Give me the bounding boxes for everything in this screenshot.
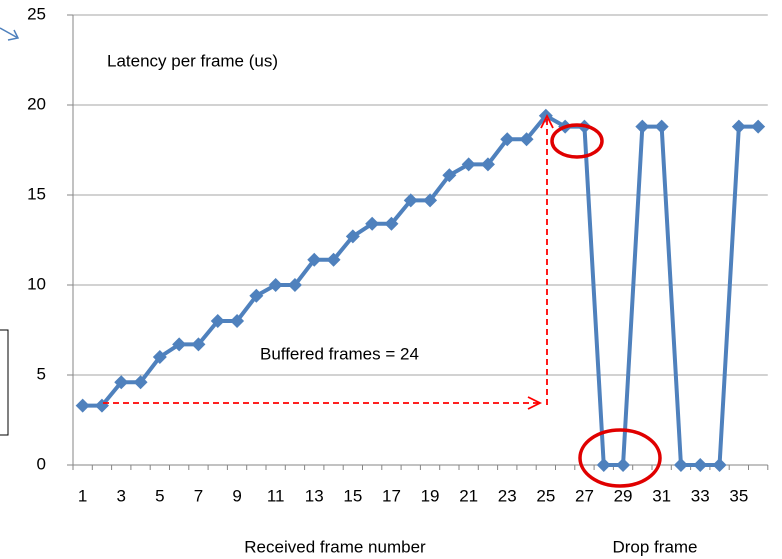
plot [75, 108, 766, 472]
y-tick-label: 20 [27, 94, 46, 113]
y-tick-label: 25 [27, 4, 46, 23]
x-tick-label: 31 [652, 486, 671, 505]
marker [249, 288, 264, 303]
marker [114, 375, 129, 390]
series-line [82, 113, 759, 467]
x-tick-label: 3 [117, 486, 126, 505]
arrow-head [540, 113, 554, 129]
highlight-circle [550, 123, 604, 159]
cropped-arrow-head [7, 29, 20, 41]
x-tick-label: 11 [267, 486, 285, 505]
arrow-head [527, 396, 543, 410]
marker [712, 458, 727, 472]
cropped-box [0, 329, 9, 436]
marker [133, 375, 148, 390]
marker [731, 119, 746, 134]
marker [673, 458, 688, 472]
series-label: Latency per frame (us) [107, 51, 278, 70]
marker [442, 168, 457, 183]
marker [500, 132, 515, 147]
marker [287, 278, 302, 292]
marker [384, 216, 399, 231]
marker [461, 157, 476, 172]
annotations [103, 113, 662, 488]
x-tick-label: 23 [498, 486, 517, 505]
marker [326, 252, 341, 267]
marker [365, 216, 380, 231]
y-tick-label: 10 [27, 274, 46, 293]
marker [635, 119, 650, 134]
marker [616, 458, 631, 472]
x-tick-label: 7 [194, 486, 203, 505]
marker [191, 337, 206, 352]
marker [654, 119, 669, 134]
y-tick-label: 0 [37, 454, 46, 473]
x-tick-label: 27 [575, 486, 594, 505]
x-axis-label: Received frame number [244, 537, 426, 556]
y-tick-label: 5 [37, 364, 46, 383]
x-tick-label: 25 [536, 486, 555, 505]
y-tick-label: 15 [27, 184, 46, 203]
marker [230, 314, 245, 328]
marker [403, 193, 418, 208]
x-tick-label: 15 [343, 486, 362, 505]
marker [423, 193, 438, 208]
highlight-circle [578, 428, 662, 488]
marker [210, 314, 225, 328]
marker [75, 398, 90, 413]
x-tick-label: 13 [305, 486, 324, 505]
marker [268, 278, 283, 292]
marker [596, 458, 611, 472]
marker [751, 119, 766, 134]
marker [307, 252, 322, 267]
x-tick-label: 35 [729, 486, 748, 505]
x-tick-label: 9 [232, 486, 241, 505]
marker [693, 458, 708, 472]
x-tick-label: 19 [421, 486, 440, 505]
marker [480, 157, 495, 172]
marker [152, 350, 167, 364]
marker [345, 229, 360, 244]
x-tick-label: 17 [382, 486, 401, 505]
x-tick-label: 21 [459, 486, 478, 505]
annotation: Buffered frames = 24 [260, 344, 419, 363]
x-tick-label: 5 [155, 486, 164, 505]
annotation: Drop frame [612, 537, 697, 556]
x-tick-label: 1 [78, 486, 87, 505]
x-tick-label: 33 [691, 486, 710, 505]
marker [172, 337, 187, 352]
x-tick-label: 29 [614, 486, 633, 505]
cropped-arrow [0, 27, 19, 39]
marker [519, 132, 534, 147]
